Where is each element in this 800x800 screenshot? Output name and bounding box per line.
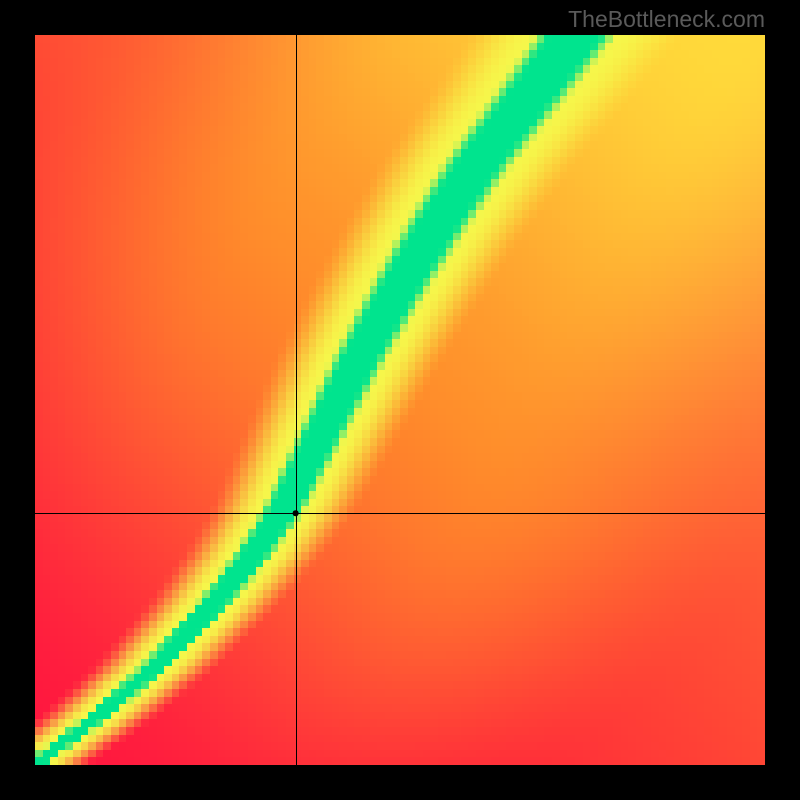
bottleneck-heatmap [35, 35, 765, 765]
watermark-text: TheBottleneck.com [568, 6, 765, 33]
chart-container: TheBottleneck.com [0, 0, 800, 800]
